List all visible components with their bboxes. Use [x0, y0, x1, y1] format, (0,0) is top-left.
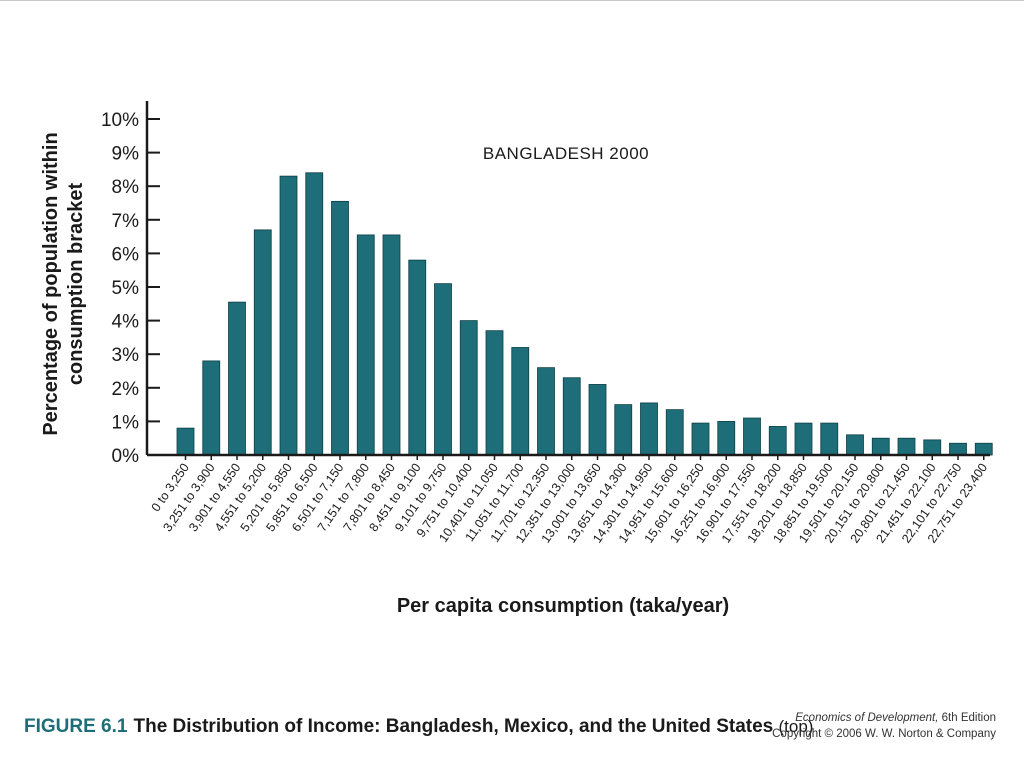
- bar: [305, 172, 324, 456]
- copyright-notice: Copyright © 2006 W. W. Norton & Company: [772, 728, 996, 740]
- y-axis-title-line-2: consumption bracket: [65, 183, 87, 386]
- y-tick-label: 9%: [112, 144, 140, 165]
- bar: [511, 347, 530, 456]
- bar: [949, 442, 967, 456]
- bar: [537, 367, 555, 456]
- y-tick-label: 3%: [112, 345, 140, 366]
- bar: [691, 422, 710, 456]
- bar: [923, 439, 942, 456]
- bar: [279, 175, 298, 456]
- bar: [717, 420, 736, 456]
- bar: [562, 377, 581, 456]
- income-distribution-chart: 0% 1% 2% 3% 4% 5% 6% 7% 8% 9% 10% 0 to 3,2503,251 …: [40, 101, 993, 617]
- bar: [846, 434, 864, 456]
- bar: [356, 234, 375, 456]
- bar: [459, 320, 478, 456]
- bar: [588, 384, 607, 456]
- bar: [794, 422, 813, 456]
- bar: [382, 234, 401, 456]
- bar: [485, 330, 504, 456]
- y-tick-label: 7%: [112, 211, 140, 232]
- bar: [820, 422, 839, 456]
- bar: [743, 417, 761, 456]
- publisher-credit: Economics of Development, 6th Edition Co…: [772, 710, 996, 742]
- bar-group: [176, 172, 993, 456]
- bar: [665, 409, 684, 456]
- y-tick-label: 4%: [112, 312, 140, 333]
- y-tick-label: 8%: [112, 177, 140, 198]
- x-axis-title: Per capita consumption (taka/year): [397, 595, 729, 617]
- bar: [331, 200, 349, 456]
- bar: [176, 427, 195, 456]
- top-rule: [0, 0, 1024, 1]
- bar: [640, 402, 658, 456]
- bar: [614, 404, 633, 456]
- bar: [974, 442, 993, 456]
- y-tick-label: 1%: [112, 412, 140, 433]
- y-axis-title-line-1: Percentage of population within: [40, 132, 62, 435]
- bar: [768, 426, 787, 456]
- figure-caption-text: The Distribution of Income: Bangladesh, …: [133, 716, 774, 737]
- chart-title: BANGLADESH 2000: [483, 144, 649, 163]
- bar: [202, 360, 221, 456]
- y-tick-label: 5%: [112, 278, 140, 299]
- y-tick-label: 10%: [101, 110, 139, 131]
- bar: [253, 229, 272, 456]
- bar: [408, 259, 427, 456]
- figure-caption-note: (top): [778, 717, 814, 736]
- bar: [228, 301, 246, 456]
- y-tick-label: 0%: [112, 446, 140, 467]
- bar: [897, 437, 916, 456]
- bar: [434, 283, 452, 456]
- book-title: Economics of Development,: [795, 712, 939, 724]
- figure-caption: FIGURE 6.1 The Distribution of Income: Ba…: [24, 716, 813, 738]
- y-axis-ticks: 0% 1% 2% 3% 4% 5% 6% 7% 8% 9% 10%: [101, 110, 160, 467]
- y-tick-label: 6%: [112, 244, 140, 265]
- bar: [871, 437, 890, 456]
- y-tick-label: 2%: [112, 379, 140, 400]
- figure-number: FIGURE 6.1: [24, 716, 128, 737]
- book-edition: 6th Edition: [941, 712, 996, 724]
